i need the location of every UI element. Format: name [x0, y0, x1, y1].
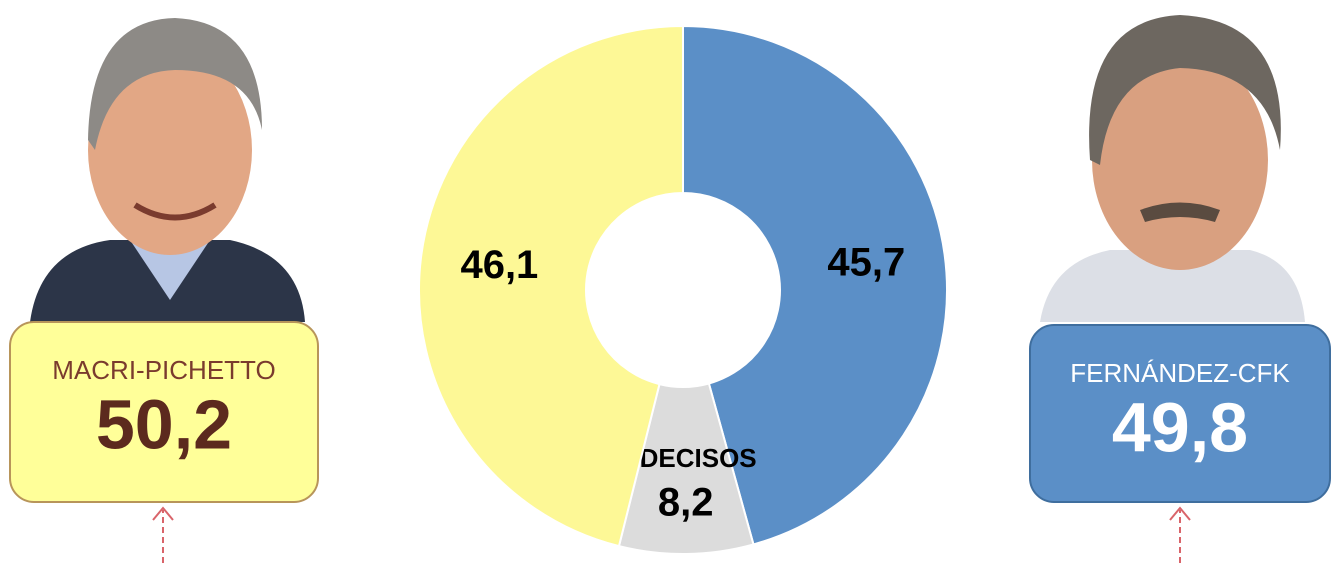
donut-slice — [418, 24, 684, 548]
portrait-right — [1040, 15, 1305, 322]
candidate-name: FERNÁNDEZ-CFK — [1070, 358, 1290, 388]
candidate-value: 49,8 — [1112, 388, 1248, 466]
donut-slice — [682, 24, 948, 546]
candidate-box — [1029, 324, 1331, 503]
candidate-name: MACRI-PICHETTO — [52, 355, 275, 385]
arrow-right — [1169, 506, 1191, 563]
arrow-left — [152, 506, 174, 563]
candidate-value: 50,2 — [96, 385, 232, 463]
portrait-left — [30, 18, 305, 322]
slice-value-label: 8,2 — [658, 481, 714, 525]
slice-value-label: 46,1 — [460, 243, 538, 287]
candidate-box — [9, 321, 319, 503]
slice-value-label: 45,7 — [827, 241, 905, 285]
